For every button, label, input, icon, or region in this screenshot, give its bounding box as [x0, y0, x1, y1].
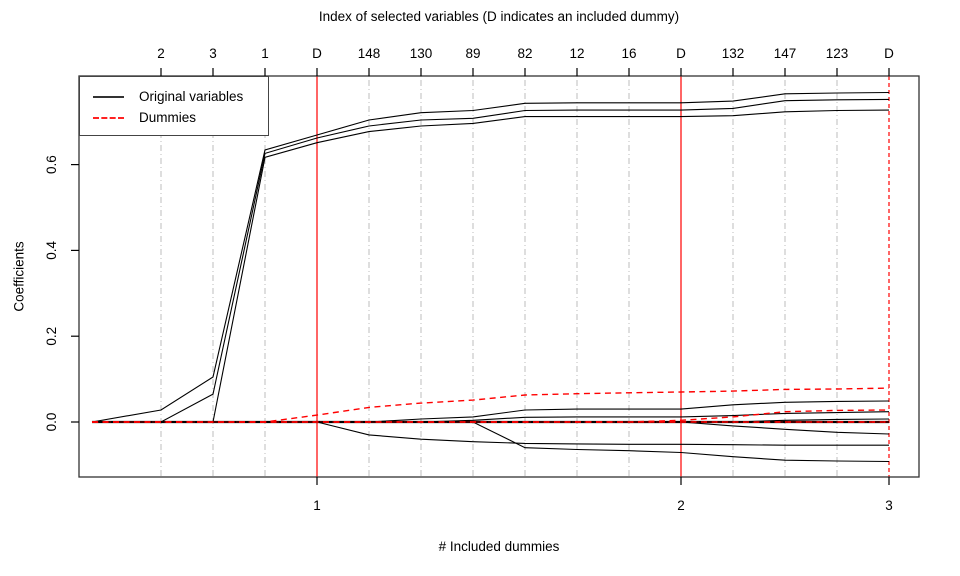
- legend-row-dummies: Dummies: [93, 107, 268, 128]
- top-axis-tick-label: 89: [465, 46, 480, 61]
- legend-label-original: Original variables: [139, 88, 244, 104]
- path-var-2: [91, 91, 890, 423]
- top-axis-tick-label: D: [884, 46, 894, 61]
- y-axis-label: Coefficients: [11, 241, 27, 312]
- y-axis-tick-label: 0.0: [44, 413, 59, 432]
- top-axis-tick-label: D: [312, 46, 322, 61]
- top-axis-tick-label: 147: [774, 46, 797, 61]
- dashed-line-sample-icon: [93, 116, 124, 119]
- top-axis-tick-label: 3: [209, 46, 217, 61]
- top-axis-tick-label: 132: [722, 46, 745, 61]
- y-axis-tick-label: 0.2: [44, 327, 59, 346]
- top-axis-tick-label: 123: [826, 46, 849, 61]
- top-axis-tick-label: 2: [157, 46, 165, 61]
- top-axis-tick-label: 148: [358, 46, 381, 61]
- solid-line-sample-icon: [93, 95, 124, 98]
- top-axis-tick-label: 1: [261, 46, 269, 61]
- legend: Original variables Dummies: [79, 76, 269, 136]
- path-dummy-2: [92, 409, 890, 423]
- path-var-132: [92, 421, 890, 435]
- legend-label-dummies: Dummies: [139, 109, 197, 125]
- legend-row-original: Original variables: [93, 86, 268, 107]
- top-axis-tick-label: 12: [569, 46, 584, 61]
- top-axis-tick-label: 16: [621, 46, 636, 61]
- y-axis-tick-label: 0.6: [44, 155, 59, 174]
- path-var-148: [92, 421, 889, 446]
- x-axis-tick-label: 2: [677, 498, 685, 513]
- top-axis-tick-label: D: [676, 46, 686, 61]
- y-axis-tick-label: 0.4: [44, 241, 59, 260]
- top-axis-tick-label: 82: [517, 46, 532, 61]
- path-var-1: [92, 109, 890, 423]
- plot-box: [78, 75, 920, 478]
- x-axis-tick-label: 3: [885, 498, 893, 513]
- path-var-3: [92, 98, 890, 423]
- top-axis-title: Index of selected variables (D indicates…: [318, 9, 680, 24]
- x-axis-label: # Included dummies: [438, 539, 560, 554]
- top-axis-tick-label: 130: [410, 46, 433, 61]
- path-dummy-1: [92, 387, 890, 423]
- x-axis-tick-label: 1: [313, 498, 321, 513]
